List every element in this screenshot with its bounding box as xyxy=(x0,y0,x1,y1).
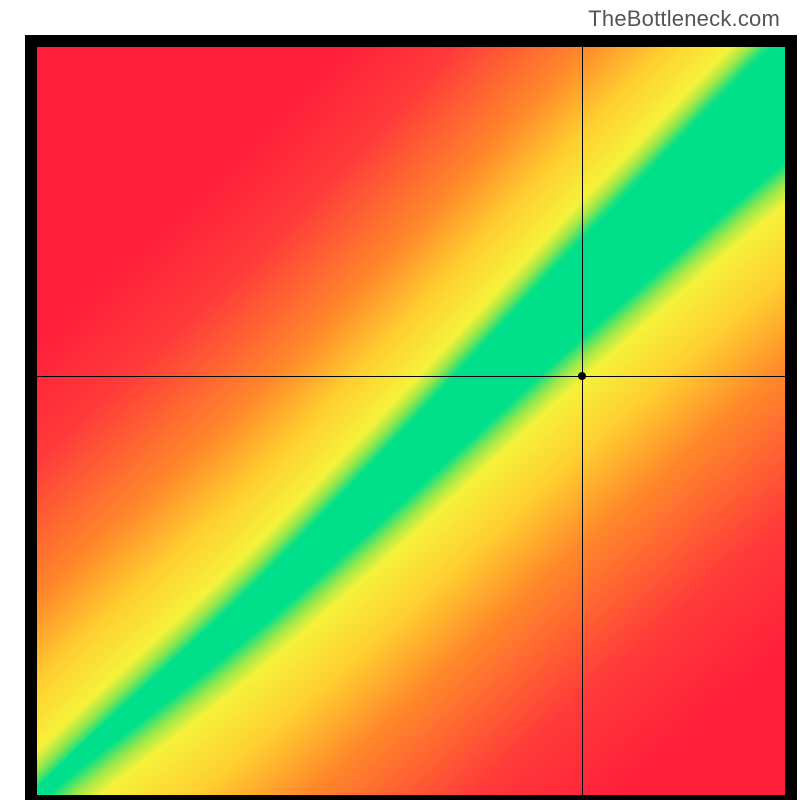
marker-point xyxy=(578,372,586,380)
heatmap-canvas xyxy=(37,47,785,795)
chart-frame xyxy=(25,35,797,800)
watermark-text: TheBottleneck.com xyxy=(588,6,780,32)
chart-container: TheBottleneck.com xyxy=(0,0,800,800)
crosshair-vertical xyxy=(582,47,583,795)
crosshair-horizontal xyxy=(37,376,785,377)
